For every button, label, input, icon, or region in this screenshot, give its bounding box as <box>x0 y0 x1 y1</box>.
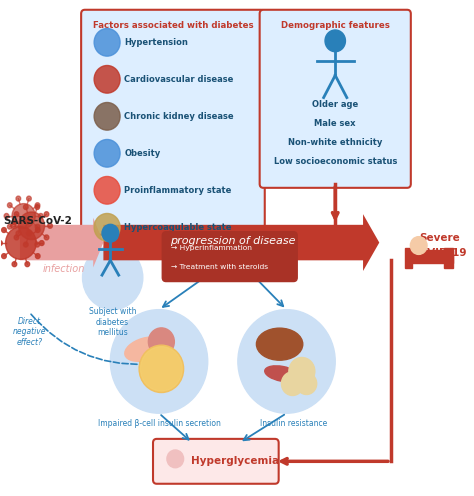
Circle shape <box>16 196 21 201</box>
FancyBboxPatch shape <box>260 10 411 188</box>
Text: Male sex: Male sex <box>314 119 356 128</box>
Circle shape <box>18 212 45 240</box>
Circle shape <box>35 224 40 229</box>
Circle shape <box>94 213 120 241</box>
Circle shape <box>14 212 19 217</box>
Text: Factors associated with diabetes: Factors associated with diabetes <box>92 21 253 30</box>
Text: SARS-CoV-2: SARS-CoV-2 <box>4 216 73 226</box>
Circle shape <box>14 235 19 240</box>
Circle shape <box>94 65 120 93</box>
Circle shape <box>44 235 49 240</box>
Text: Hypercoagulable state: Hypercoagulable state <box>124 223 232 232</box>
Text: Cardiovascular disease: Cardiovascular disease <box>124 75 234 84</box>
Circle shape <box>8 203 12 208</box>
Text: Hypertension: Hypertension <box>124 38 188 47</box>
Circle shape <box>27 196 31 201</box>
Circle shape <box>0 241 2 246</box>
Text: Impaired β-cell insulin secretion: Impaired β-cell insulin secretion <box>98 419 220 428</box>
Circle shape <box>25 262 30 267</box>
Circle shape <box>94 139 120 167</box>
Bar <box>444 248 454 268</box>
Circle shape <box>24 204 28 209</box>
Text: infection: infection <box>43 264 85 274</box>
Circle shape <box>94 28 120 56</box>
Circle shape <box>35 242 39 247</box>
Ellipse shape <box>265 366 299 382</box>
Text: Low socioeconomic status: Low socioeconomic status <box>273 157 397 166</box>
Circle shape <box>36 253 40 258</box>
Circle shape <box>94 103 120 130</box>
Circle shape <box>410 237 427 254</box>
Text: COVID-19: COVID-19 <box>412 248 467 258</box>
Text: → Treatment with steroids: → Treatment with steroids <box>171 264 268 270</box>
Circle shape <box>140 347 182 391</box>
Circle shape <box>325 30 346 52</box>
Circle shape <box>12 204 35 228</box>
Ellipse shape <box>125 337 165 361</box>
Text: Older age: Older age <box>312 101 358 110</box>
Circle shape <box>94 177 120 204</box>
Text: Obesity: Obesity <box>124 149 161 158</box>
Circle shape <box>44 212 49 217</box>
Circle shape <box>12 262 17 267</box>
Circle shape <box>102 224 118 242</box>
Circle shape <box>2 228 6 233</box>
Text: Subject with
diabetes
mellitus: Subject with diabetes mellitus <box>89 307 137 337</box>
Circle shape <box>289 358 315 385</box>
Text: Chronic kidney disease: Chronic kidney disease <box>124 112 234 121</box>
Circle shape <box>4 213 9 218</box>
Circle shape <box>8 224 12 229</box>
Circle shape <box>167 450 183 468</box>
Text: → Hyperinflammation: → Hyperinflammation <box>171 245 252 251</box>
Circle shape <box>24 242 28 247</box>
Circle shape <box>35 203 40 208</box>
Circle shape <box>110 310 208 413</box>
FancyArrow shape <box>103 214 379 271</box>
Circle shape <box>238 310 335 413</box>
Text: Hyperglycemia: Hyperglycemia <box>191 456 280 466</box>
Circle shape <box>282 372 304 395</box>
Circle shape <box>10 223 15 228</box>
Circle shape <box>48 223 53 228</box>
Circle shape <box>139 345 183 392</box>
Text: Demographic features: Demographic features <box>281 21 390 30</box>
Text: progression of disease: progression of disease <box>171 236 296 246</box>
FancyBboxPatch shape <box>162 232 297 282</box>
Circle shape <box>82 246 143 310</box>
Text: Insulin resistance: Insulin resistance <box>260 419 327 428</box>
FancyArrow shape <box>20 218 103 267</box>
Circle shape <box>38 213 43 218</box>
Circle shape <box>35 204 39 209</box>
Circle shape <box>16 231 21 236</box>
FancyBboxPatch shape <box>81 10 265 235</box>
Circle shape <box>148 328 174 356</box>
Circle shape <box>36 228 40 233</box>
Bar <box>407 250 454 263</box>
Circle shape <box>39 241 44 246</box>
Bar <box>405 248 412 268</box>
Circle shape <box>296 373 317 394</box>
Circle shape <box>12 220 17 224</box>
Text: Non-white ethnicity: Non-white ethnicity <box>288 138 383 147</box>
Text: Severe: Severe <box>419 233 460 243</box>
Text: Direct
negative
effect?: Direct negative effect? <box>12 317 46 347</box>
Circle shape <box>25 220 30 224</box>
Ellipse shape <box>256 328 303 360</box>
FancyBboxPatch shape <box>153 439 279 484</box>
Circle shape <box>2 253 6 258</box>
Circle shape <box>6 227 36 259</box>
Circle shape <box>27 231 31 236</box>
Text: Proinflammatory state: Proinflammatory state <box>124 186 232 195</box>
